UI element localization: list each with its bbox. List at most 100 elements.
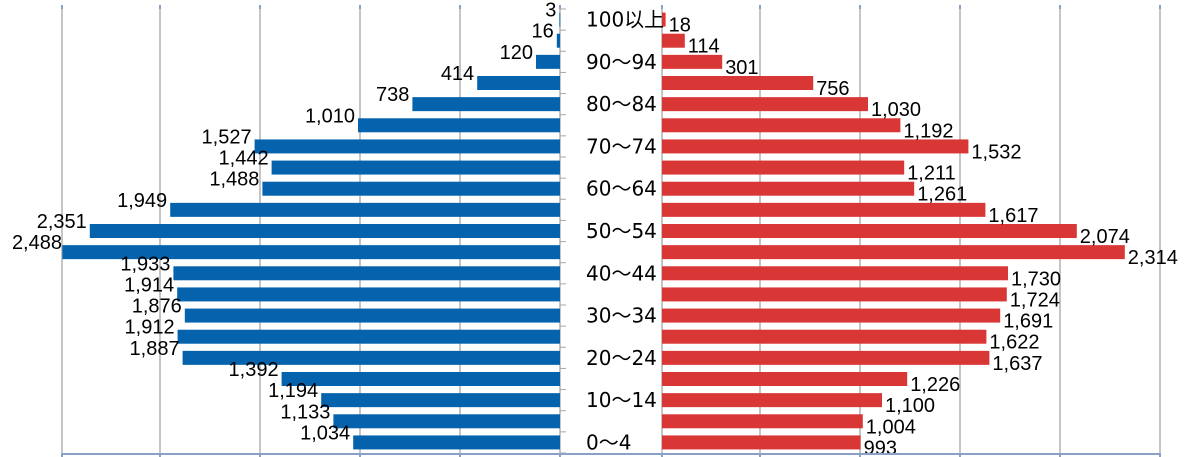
right-value-label-3: 1,226: [910, 374, 960, 396]
left-bar-7: [177, 287, 560, 302]
right-bar-0: [662, 435, 861, 450]
left-value-label-11: 1,949: [117, 190, 167, 212]
right-series-data-labels: 9931,0041,1001,2261,6371,6221,6911,7241,…: [669, 15, 1178, 457]
right-value-label-17: 756: [816, 78, 849, 100]
right-value-label-0: 993: [864, 437, 897, 457]
category-label-6: 30〜34: [586, 304, 657, 328]
category-label-14: 70〜74: [586, 134, 657, 158]
right-series-bars: [662, 12, 1125, 450]
left-value-label-3: 1,392: [229, 359, 279, 381]
left-bar-8: [173, 266, 560, 281]
left-value-label-9: 2,488: [12, 232, 62, 254]
right-bar-13: [662, 160, 905, 175]
right-bar-5: [662, 329, 987, 344]
right-bar-2: [662, 393, 882, 408]
left-bar-15: [358, 118, 560, 133]
right-value-label-19: 114: [688, 36, 720, 58]
left-value-label-16: 738: [376, 84, 409, 106]
right-value-label-18: 301: [725, 57, 758, 79]
left-value-label-13: 1,442: [219, 148, 269, 170]
category-label-16: 80〜84: [586, 92, 657, 116]
category-label-12: 60〜64: [586, 177, 657, 201]
right-value-label-4: 1,637: [992, 353, 1042, 375]
left-value-label-19: 16: [532, 21, 554, 43]
right-bar-18: [662, 54, 723, 69]
category-label-20: 100以上: [586, 8, 664, 32]
left-bar-6: [184, 308, 561, 323]
right-value-label-10: 2,074: [1080, 226, 1130, 248]
left-value-label-4: 1,887: [130, 338, 180, 360]
right-value-label-14: 1,532: [971, 141, 1021, 163]
right-bar-10: [662, 224, 1077, 238]
left-value-label-12: 1,488: [209, 169, 259, 191]
left-bar-10: [89, 224, 561, 238]
category-label-4: 20〜24: [586, 346, 657, 370]
right-bar-8: [662, 266, 1008, 281]
category-label-8: 40〜44: [586, 261, 657, 285]
left-bar-4: [182, 350, 560, 365]
right-bar-17: [662, 76, 814, 90]
left-bar-14: [254, 139, 560, 154]
left-bar-1: [333, 414, 560, 429]
right-bar-15: [662, 118, 901, 133]
axis-ticks: [61, 5, 1161, 457]
right-value-label-6: 1,691: [1003, 311, 1053, 333]
category-label-10: 50〜54: [586, 219, 657, 243]
left-bar-13: [271, 160, 560, 175]
right-value-label-15: 1,192: [903, 120, 953, 142]
left-value-label-8: 1,933: [120, 253, 170, 275]
left-bar-20: [559, 12, 561, 27]
right-bar-19: [662, 33, 685, 48]
left-value-label-14: 1,527: [202, 126, 252, 148]
right-value-label-16: 1,030: [871, 99, 921, 121]
category-labels: 0〜4 10〜14 20〜24 30〜34 40〜44 50〜54 60〜64 70〜74 80…: [586, 8, 664, 455]
left-value-label-2: 1,194: [268, 380, 318, 402]
category-label-2: 10〜14: [586, 388, 657, 412]
right-value-label-9: 2,314: [1128, 247, 1178, 269]
left-bar-12: [262, 181, 560, 196]
right-bar-1: [662, 414, 863, 429]
right-value-label-8: 1,730: [1011, 268, 1061, 290]
left-bar-0: [353, 435, 560, 450]
left-value-label-10: 2,351: [37, 211, 87, 233]
left-value-label-17: 414: [441, 63, 474, 85]
left-value-label-7: 1,914: [124, 274, 174, 296]
right-bar-6: [662, 308, 1001, 323]
left-bar-5: [177, 329, 560, 344]
right-value-label-13: 1,211: [907, 163, 956, 185]
left-bar-9: [62, 245, 561, 260]
right-value-label-11: 1,617: [988, 205, 1038, 227]
right-bar-16: [662, 97, 868, 112]
right-bar-7: [662, 287, 1007, 302]
category-label-18: 90〜94: [586, 50, 657, 74]
right-value-label-5: 1,622: [989, 332, 1039, 354]
left-value-label-15: 1,010: [305, 105, 355, 127]
right-value-label-1: 1,004: [866, 416, 916, 438]
left-bar-18: [536, 54, 560, 69]
right-value-label-20: 18: [669, 15, 691, 37]
left-value-label-6: 1,876: [132, 296, 182, 318]
right-bar-3: [662, 372, 908, 386]
left-bar-16: [412, 97, 560, 112]
right-value-label-7: 1,724: [1010, 289, 1060, 311]
right-value-label-12: 1,261: [917, 184, 967, 206]
left-value-label-1: 1,133: [280, 401, 330, 423]
left-series-bars: [62, 12, 561, 450]
left-value-label-20: 3: [545, 0, 556, 22]
left-bar-3: [281, 372, 560, 386]
right-bar-14: [662, 139, 969, 154]
right-bar-9: [662, 245, 1125, 260]
left-value-label-18: 120: [500, 42, 533, 64]
right-bar-4: [662, 350, 990, 365]
category-label-0: 0〜4: [586, 430, 631, 454]
right-bar-11: [662, 202, 986, 217]
left-bar-19: [556, 33, 560, 48]
right-bar-20: [662, 12, 666, 27]
left-bar-17: [477, 76, 560, 90]
left-bar-2: [321, 393, 560, 408]
left-value-label-0: 1,034: [300, 422, 350, 444]
right-bar-12: [662, 181, 915, 196]
right-value-label-2: 1,100: [885, 395, 935, 417]
